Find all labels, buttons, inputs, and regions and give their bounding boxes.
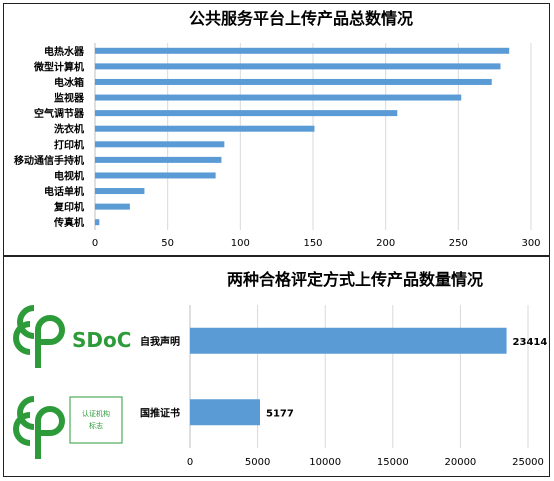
cert-mark-box: [69, 396, 123, 444]
bar: [95, 156, 222, 163]
bar: [95, 94, 462, 101]
bar: [95, 125, 315, 132]
bar: [95, 188, 145, 195]
x-tick-label: 5000: [245, 457, 270, 468]
x-tick-label: 0: [92, 238, 98, 249]
category-label: 电视机: [54, 169, 84, 182]
x-tick-label: 20000: [444, 457, 476, 468]
cert-mark-text: 认证机构: [82, 409, 110, 418]
sdoc-logo-text: SDoC: [72, 328, 131, 352]
data-label: 5177: [266, 408, 294, 419]
bar: [95, 141, 225, 148]
data-label: 23414: [513, 337, 548, 348]
ccc-logo-icon: [13, 396, 65, 459]
x-tick-label: 250: [449, 238, 468, 249]
category-label: 传真机: [53, 216, 84, 229]
x-tick-label: 100: [231, 238, 250, 249]
bar: [190, 327, 507, 354]
category-label: 监视器: [54, 92, 85, 105]
cert-mark-text: 标志: [89, 421, 103, 430]
bar: [190, 399, 260, 426]
bar: [95, 172, 216, 179]
ccc-logo-icon: [13, 305, 65, 368]
x-tick-label: 0: [187, 457, 193, 468]
bar: [95, 203, 130, 210]
x-tick-label: 15000: [377, 457, 409, 468]
category-label: 国推证书: [140, 406, 180, 419]
chart-title: 公共服务平台上传产品总数情况: [189, 9, 413, 28]
panel-divider: [3, 255, 550, 257]
bar: [95, 110, 398, 117]
category-label: 打印机: [54, 138, 84, 151]
bar: [95, 47, 510, 54]
category-label: 电话单机: [44, 185, 84, 198]
category-label: 复印机: [53, 201, 84, 214]
bar: [95, 219, 100, 226]
category-label: 洗衣机: [54, 123, 84, 136]
figure-frame: [3, 3, 550, 477]
x-tick-label: 200: [376, 238, 395, 249]
bar: [95, 78, 492, 85]
x-tick-label: 10000: [309, 457, 341, 468]
bar: [95, 63, 501, 70]
x-tick-label: 300: [521, 238, 540, 249]
x-tick-label: 150: [303, 238, 322, 249]
category-label: 微型计算机: [33, 60, 84, 73]
category-label: 空气调节器: [34, 107, 85, 120]
category-label: 自我声明: [140, 335, 180, 348]
category-label: 电冰箱: [54, 76, 84, 89]
x-tick-label: 50: [161, 238, 174, 249]
category-label: 移动通信手持机: [14, 154, 84, 167]
x-tick-label: 25000: [512, 457, 544, 468]
category-label: 电热水器: [44, 45, 85, 58]
chart-title: 两种合格评定方式上传产品数量情况: [227, 270, 483, 289]
chart-product-totals: 公共服务平台上传产品总数情况 电热水器微型计算机电冰箱监视器空气调节器洗衣机打印…: [14, 9, 541, 249]
